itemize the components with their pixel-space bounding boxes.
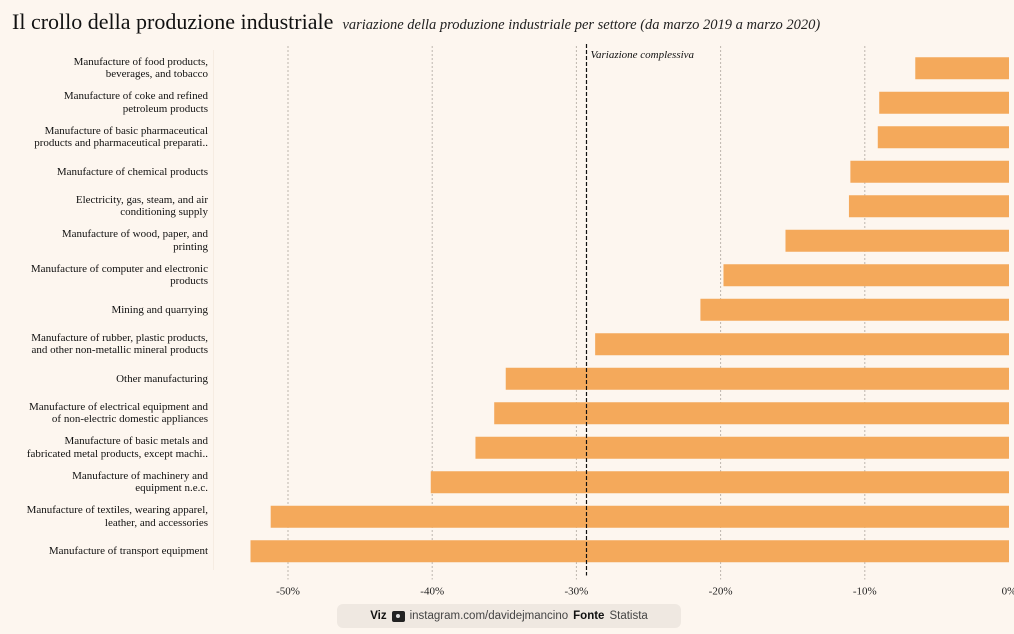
bar [850, 160, 1009, 183]
category-label-line: Manufacture of chemical products [56, 165, 208, 178]
source-label: Fonte [573, 610, 605, 622]
bar [595, 333, 1009, 356]
category-label-line: Other manufacturing [116, 372, 208, 385]
bar [700, 298, 1009, 321]
category-label-line: equipment n.e.c. [135, 482, 208, 495]
category-label-line: Electricity, gas, steam, and air [75, 193, 208, 206]
category-label-line: Mining and quarrying [111, 303, 208, 316]
credits-footer: Viz instagram.com/davidejmancino Fonte S… [337, 604, 681, 628]
category-labels: Manufacture of food products, beverages, … [0, 50, 214, 570]
x-tick-label: -10% [853, 586, 877, 598]
bar [785, 229, 1009, 252]
bar [430, 471, 1009, 494]
category-label: Mining and quarrying [0, 304, 208, 317]
category-label-line: Manufacture of textiles, wearing apparel… [26, 504, 208, 517]
category-label-line: Manufacture of rubber, plastic products, [31, 331, 208, 344]
category-label: Manufacture of rubber, plastic products,… [0, 332, 208, 357]
x-tick-label: 0% [1002, 586, 1014, 598]
bar [877, 126, 1009, 149]
bar [494, 402, 1009, 425]
category-label-line: fabricated metal products, except machi.… [26, 447, 208, 460]
category-label: Manufacture of basic metals and fabricate… [0, 435, 208, 460]
category-label-line: printing [173, 240, 208, 253]
category-label: Manufacture of coke and refined petroleum… [0, 90, 208, 115]
instagram-camera-icon [391, 610, 405, 622]
category-label: Manufacture of machinery and equipment n.… [0, 470, 208, 495]
category-label-line: Manufacture of electrical equipment and [29, 400, 208, 413]
category-label: Manufacture of chemical products [0, 166, 208, 179]
category-label-line: Manufacture of transport equipment [48, 545, 208, 557]
category-label-line: products and pharmaceutical preparati.. [34, 137, 208, 150]
category-label: Manufacture of electrical equipment and o… [0, 401, 208, 426]
x-tick-label: -50% [276, 586, 300, 598]
reference-line-group: Variazione complessiva [585, 44, 695, 576]
category-label-line: Manufacture of wood, paper, and [61, 228, 208, 241]
x-tick-label: -40% [420, 586, 444, 598]
viz-label: Viz [370, 610, 387, 622]
instagram-handle-link[interactable]: instagram.com/davidejmancino [409, 610, 569, 622]
category-label-line: conditioning supply [120, 206, 208, 219]
bar [250, 540, 1009, 563]
category-label-line: Manufacture of food products, [73, 55, 208, 68]
source-name: Statista [609, 610, 648, 622]
category-label-line: products [170, 275, 208, 288]
bar [505, 367, 1009, 390]
bar [915, 57, 1009, 80]
category-label-line: leather, and accessories [104, 516, 208, 529]
category-label: Manufacture of transport equipment [0, 545, 208, 558]
bar [723, 264, 1009, 287]
category-label: Manufacture of food products, beverages, … [0, 56, 208, 81]
bar [879, 91, 1009, 114]
x-tick-label: -20% [709, 586, 733, 598]
category-label-line: and other non-metallic mineral products [31, 344, 208, 357]
x-axis-ticks: -50% -40% -30% -20% -10% 0% [276, 586, 1014, 598]
x-tick-label: -30% [564, 586, 588, 598]
chart-header: Il crollo della produzione industriale v… [12, 9, 820, 35]
category-label-line: Manufacture of basic pharmaceutical [44, 124, 208, 137]
bar [848, 195, 1009, 218]
category-label: Manufacture of basic pharmaceutical produ… [0, 125, 208, 150]
category-label-line: Manufacture of coke and refined [63, 90, 208, 103]
bar [475, 436, 1010, 459]
category-label-line: of non-electric domestic appliances [51, 413, 208, 426]
chart-title: Il crollo della produzione industriale [12, 9, 334, 34]
bar-chart: Variazione complessiva -50% -40% -30% -20% -… [250, 44, 1014, 598]
category-label-line: Manufacture of machinery and [72, 469, 208, 482]
category-label-line: Manufacture of computer and electronic [30, 262, 208, 275]
category-label: Manufacture of computer and electronic pr… [0, 263, 208, 288]
category-label: Manufacture of wood, paper, and printing [0, 228, 208, 253]
category-label-line: beverages, and tobacco [105, 68, 208, 81]
category-label-line: petroleum products [122, 102, 208, 115]
reference-line-label: Variazione complessiva [590, 49, 694, 61]
category-label-line: Manufacture of basic metals and [64, 435, 208, 448]
category-label: Other manufacturing [0, 373, 208, 386]
category-label: Electricity, gas, steam, and air conditio… [0, 194, 208, 219]
category-label: Manufacture of textiles, wearing apparel… [0, 504, 208, 529]
chart-subtitle: variazione della produzione industriale … [342, 17, 821, 33]
bar [270, 505, 1009, 528]
bars [250, 57, 1010, 563]
